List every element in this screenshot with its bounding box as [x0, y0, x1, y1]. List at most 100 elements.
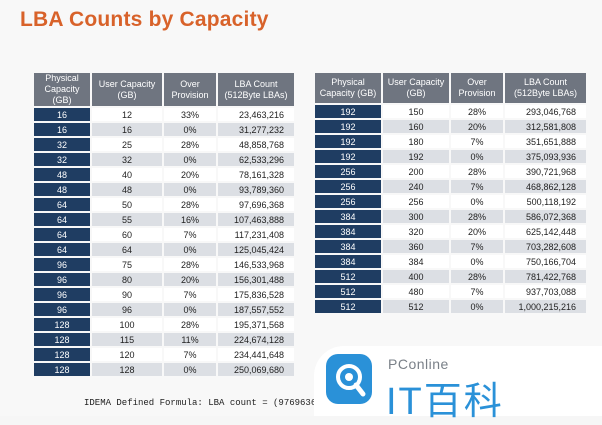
cell-over-provision: 7%: [164, 288, 216, 301]
table-row: 256 200 28% 390,721,968: [315, 165, 586, 178]
cell-over-provision: 0%: [164, 243, 216, 256]
cell-over-provision: 0%: [164, 363, 216, 376]
cell-user-capacity: 80: [92, 273, 162, 286]
watermark-brand: IT百科: [386, 381, 504, 423]
cell-physical-capacity: 96: [34, 273, 90, 286]
header-physical-capacity: Physical Capacity (GB): [34, 73, 90, 106]
table-row: 256 256 0% 500,118,192: [315, 195, 586, 208]
cell-physical-capacity: 64: [34, 243, 90, 256]
cell-over-provision: 28%: [451, 210, 503, 223]
table-row: 32 25 28% 48,858,768: [34, 138, 294, 151]
cell-lba-count: 125,045,424: [218, 243, 294, 256]
cell-physical-capacity: 256: [315, 195, 381, 208]
cell-physical-capacity: 192: [315, 105, 381, 118]
cell-lba-count: 31,277,232: [218, 123, 294, 136]
table-row: 512 400 28% 781,422,768: [315, 270, 586, 283]
table-row: 192 192 0% 375,093,936: [315, 150, 586, 163]
cell-lba-count: 500,118,192: [505, 195, 586, 208]
table-row: 512 480 7% 937,703,088: [315, 285, 586, 298]
cell-lba-count: 195,371,568: [218, 318, 294, 331]
table-row: 384 360 7% 703,282,608: [315, 240, 586, 253]
cell-over-provision: 0%: [451, 255, 503, 268]
cell-over-provision: 16%: [164, 213, 216, 226]
cell-over-provision: 28%: [451, 270, 503, 283]
table-row: 192 180 7% 351,651,888: [315, 135, 586, 148]
cell-physical-capacity: 64: [34, 198, 90, 211]
cell-physical-capacity: 256: [315, 180, 381, 193]
table-row: 96 80 20% 156,301,488: [34, 273, 294, 286]
table-row: 64 60 7% 117,231,408: [34, 228, 294, 241]
cell-physical-capacity: 48: [34, 168, 90, 181]
cell-user-capacity: 115: [92, 333, 162, 346]
idema-formula: IDEMA Defined Formula: LBA count = (9769…: [84, 398, 349, 408]
cell-physical-capacity: 192: [315, 120, 381, 133]
cell-user-capacity: 64: [92, 243, 162, 256]
cell-lba-count: 351,651,888: [505, 135, 586, 148]
cell-over-provision: 7%: [451, 135, 503, 148]
cell-user-capacity: 40: [92, 168, 162, 181]
cell-user-capacity: 320: [383, 225, 449, 238]
lba-table-left: Physical Capacity (GB) User Capacity (GB…: [32, 71, 296, 378]
cell-over-provision: 0%: [451, 150, 503, 163]
cell-lba-count: 48,858,768: [218, 138, 294, 151]
cell-over-provision: 0%: [451, 300, 503, 313]
cell-physical-capacity: 384: [315, 255, 381, 268]
cell-lba-count: 375,093,936: [505, 150, 586, 163]
table-row: 96 90 7% 175,836,528: [34, 288, 294, 301]
cell-user-capacity: 200: [383, 165, 449, 178]
cell-over-provision: 28%: [451, 165, 503, 178]
header-over-provision: Over Provision: [164, 73, 216, 106]
slide: LBA Counts by Capacity Physical Capacity…: [20, 8, 588, 423]
cell-user-capacity: 60: [92, 228, 162, 241]
cell-over-provision: 33%: [164, 108, 216, 121]
table-row: 192 160 20% 312,581,808: [315, 120, 586, 133]
cell-over-provision: 28%: [164, 198, 216, 211]
magnifier-logo-icon: [326, 354, 372, 404]
cell-user-capacity: 180: [383, 135, 449, 148]
table-row: 512 512 0% 1,000,215,216: [315, 300, 586, 313]
cell-physical-capacity: 192: [315, 135, 381, 148]
cell-user-capacity: 25: [92, 138, 162, 151]
cell-lba-count: 187,557,552: [218, 303, 294, 316]
cell-physical-capacity: 96: [34, 288, 90, 301]
cell-lba-count: 97,696,368: [218, 198, 294, 211]
header-lba-count: LBA Count (512Byte LBAs): [505, 73, 586, 103]
cell-lba-count: 1,000,215,216: [505, 300, 586, 313]
cell-physical-capacity: 64: [34, 228, 90, 241]
watermark-site: PConline: [388, 356, 449, 372]
cell-over-provision: 0%: [451, 195, 503, 208]
table-row: 64 64 0% 125,045,424: [34, 243, 294, 256]
cell-physical-capacity: 16: [34, 123, 90, 136]
cell-over-provision: 20%: [164, 273, 216, 286]
cell-physical-capacity: 96: [34, 258, 90, 271]
table-row: 128 120 7% 234,441,648: [34, 348, 294, 361]
cell-over-provision: 7%: [164, 228, 216, 241]
cell-user-capacity: 120: [92, 348, 162, 361]
cell-lba-count: 23,463,216: [218, 108, 294, 121]
cell-lba-count: 62,533,296: [218, 153, 294, 166]
cell-lba-count: 937,703,088: [505, 285, 586, 298]
cell-lba-count: 250,069,680: [218, 363, 294, 376]
cell-lba-count: 312,581,808: [505, 120, 586, 133]
cell-lba-count: 156,301,488: [218, 273, 294, 286]
cell-user-capacity: 160: [383, 120, 449, 133]
cell-user-capacity: 12: [92, 108, 162, 121]
cell-lba-count: 625,142,448: [505, 225, 586, 238]
cell-over-provision: 11%: [164, 333, 216, 346]
cell-user-capacity: 128: [92, 363, 162, 376]
cell-user-capacity: 400: [383, 270, 449, 283]
cell-physical-capacity: 96: [34, 303, 90, 316]
cell-physical-capacity: 384: [315, 225, 381, 238]
header-user-capacity: User Capacity (GB): [92, 73, 162, 106]
table-row: 64 50 28% 97,696,368: [34, 198, 294, 211]
cell-over-provision: 0%: [164, 153, 216, 166]
cell-over-provision: 20%: [451, 120, 503, 133]
lba-table-right: Physical Capacity (GB) User Capacity (GB…: [313, 71, 588, 315]
table-row: 128 128 0% 250,069,680: [34, 363, 294, 376]
cell-physical-capacity: 384: [315, 240, 381, 253]
cell-lba-count: 146,533,968: [218, 258, 294, 271]
cell-physical-capacity: 128: [34, 363, 90, 376]
cell-lba-count: 781,422,768: [505, 270, 586, 283]
cell-lba-count: 234,441,648: [218, 348, 294, 361]
table-row: 128 115 11% 224,674,128: [34, 333, 294, 346]
